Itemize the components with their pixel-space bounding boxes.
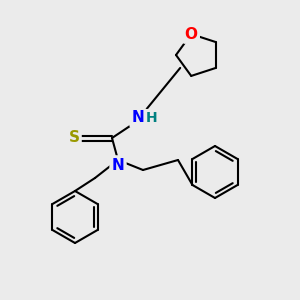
Text: S: S xyxy=(68,130,80,146)
Text: N: N xyxy=(132,110,144,125)
Text: N: N xyxy=(112,158,124,172)
Text: O: O xyxy=(185,27,198,42)
Text: H: H xyxy=(146,111,158,125)
